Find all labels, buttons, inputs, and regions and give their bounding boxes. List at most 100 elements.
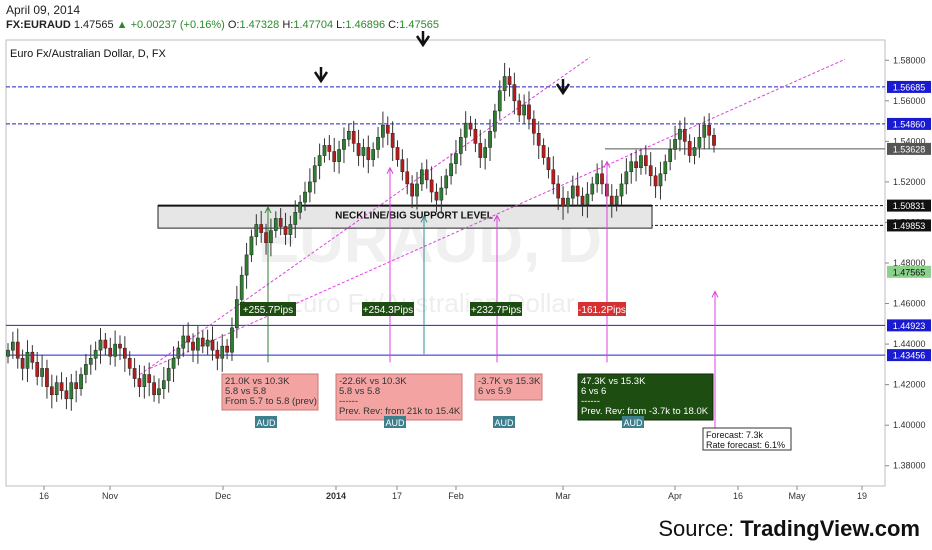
candle: [575, 172, 580, 207]
candle-body: [473, 128, 478, 144]
price-label: 1.43456: [887, 349, 931, 362]
candle: [298, 195, 302, 220]
x-tick-label: 16: [733, 491, 743, 501]
candle-body: [522, 104, 526, 116]
candle: [356, 129, 361, 166]
down-arrow-icon: [313, 71, 329, 84]
candle: [59, 372, 64, 400]
candle-body: [74, 382, 79, 389]
candle: [381, 111, 385, 148]
candle-body: [639, 155, 643, 168]
candle: [20, 349, 25, 381]
candle-body: [531, 118, 536, 134]
price-label-bg: [887, 319, 931, 332]
candle-body: [69, 382, 74, 400]
measure-arrow-icon: [264, 205, 272, 214]
source-brand[interactable]: TradingView.com: [740, 516, 920, 541]
candle: [663, 154, 668, 181]
candle: [152, 375, 156, 402]
candle: [249, 229, 254, 262]
forecast-box: [702, 427, 792, 451]
candle-body: [361, 147, 366, 156]
candle-body: [463, 122, 468, 138]
candle: [566, 191, 570, 214]
candle-body: [454, 153, 458, 164]
aud-badge-label: AUD: [256, 418, 276, 428]
candle: [225, 339, 229, 360]
candle-body: [293, 212, 298, 225]
price-label-bg: [887, 219, 931, 232]
candle-body: [697, 137, 702, 148]
candle: [54, 375, 59, 402]
candle: [103, 332, 108, 356]
symbol-label[interactable]: FX:EURAUD: [6, 19, 71, 31]
candle-body: [371, 149, 376, 160]
open-label: O:: [227, 19, 240, 31]
candle-body: [157, 388, 161, 396]
candle: [25, 340, 30, 383]
candle: [15, 328, 20, 369]
candle: [483, 138, 488, 170]
price-label: 1.47565: [887, 265, 931, 278]
candle: [648, 152, 653, 187]
candle: [522, 94, 526, 124]
down-arrow-icon: [415, 35, 431, 48]
candle: [171, 346, 176, 383]
candle: [473, 118, 478, 153]
candle-body: [215, 349, 220, 359]
aud-badge-label: AUD: [385, 418, 405, 428]
candle: [196, 326, 200, 364]
candle-body: [566, 197, 570, 207]
candle: [30, 345, 35, 370]
pip-badge: [240, 302, 296, 316]
candle-body: [35, 362, 40, 377]
candle: [634, 149, 638, 182]
price-label-bg: [887, 349, 931, 362]
candle-body: [40, 368, 44, 377]
aud-badge-label: AUD: [494, 418, 514, 428]
candle-body: [317, 155, 322, 166]
candle-body: [687, 141, 692, 156]
candle: [6, 343, 10, 364]
candle-body: [312, 165, 317, 183]
candle-body: [337, 149, 341, 162]
candle: [556, 175, 561, 211]
candle-body: [561, 197, 565, 207]
candle-body: [254, 224, 259, 237]
candle: [113, 330, 117, 367]
callout-line: 5.8 vs 5.8: [339, 386, 380, 397]
price-label-bg: [887, 117, 931, 130]
candle: [108, 337, 113, 365]
down-arrow-icon: [555, 83, 571, 96]
candle-body: [678, 128, 682, 140]
candle: [463, 111, 468, 151]
candle-body: [244, 254, 249, 276]
candle: [327, 135, 332, 161]
price-label-text: 1.49853: [893, 221, 926, 231]
candle-body: [551, 169, 556, 185]
candle: [385, 116, 390, 146]
callout-line: 47.3K vs 15.3K: [581, 376, 646, 387]
candle-body: [385, 124, 390, 134]
candle-body: [376, 137, 380, 150]
price-label: 1.56685: [887, 80, 931, 93]
candle: [376, 126, 380, 159]
candle: [11, 331, 15, 359]
candle: [561, 186, 565, 220]
candle-body: [420, 169, 424, 185]
candle-body: [123, 347, 127, 359]
candle: [142, 365, 147, 399]
chart-area[interactable]: EURAUD, D Euro Fx/Australian Dollar 1.5800…: [0, 0, 932, 510]
x-tick-label: 19: [857, 491, 867, 501]
candle: [697, 123, 702, 158]
callout-box: [335, 373, 463, 421]
callout-line: 6 vs 5.9: [478, 386, 511, 397]
candle-body: [483, 147, 488, 158]
callout-line: Prev. Rev: from -3.7k to 18.0K: [581, 406, 709, 417]
candle: [312, 156, 317, 194]
candle: [346, 124, 351, 147]
candle-body: [497, 90, 502, 112]
candle-body: [536, 133, 541, 146]
candle: [687, 134, 692, 163]
